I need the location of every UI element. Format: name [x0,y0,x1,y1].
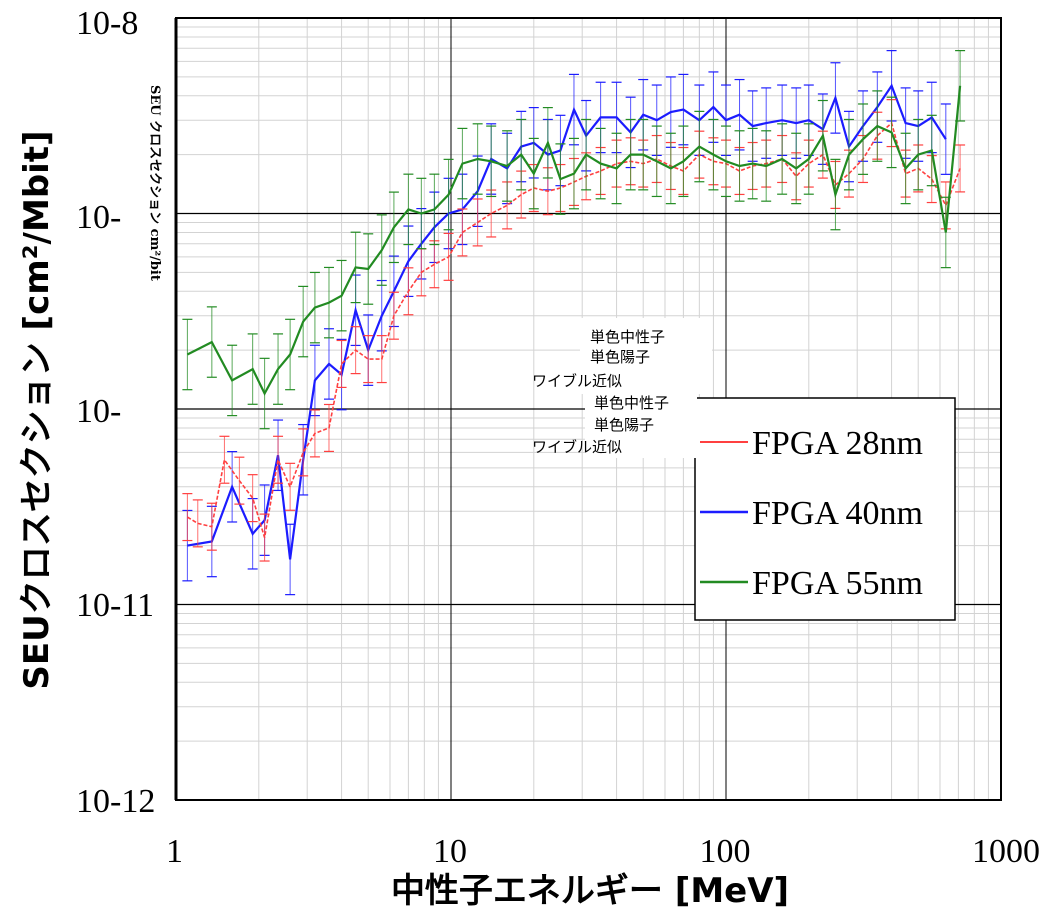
legend-label-40nm: FPGA 40nm [752,495,923,532]
x-tick-label: 100 [700,833,751,870]
y-tick-label: 10-8 [76,5,138,42]
x-tick-label: 1000 [972,833,1040,870]
legend-label-28nm: FPGA 28nm [752,425,923,462]
y-tick-label: 10- [76,199,121,236]
series-fpga-55nm [182,50,966,430]
y-tick-label: 10-12 [76,783,155,820]
overlay-label: 単色中性子 [590,328,665,346]
x-tick-label: 10 [433,833,467,870]
overlay-vertical: SEU クロスセクション cm²/bit [142,85,174,440]
overlay-upper: 単色中性子 単色陽子 ワイブル近似 [532,318,712,394]
overlay-label: 単色中性子 [594,394,669,412]
y-tick-label: 10-11 [76,587,154,624]
x-tick-label: 1 [166,833,183,870]
overlay-upper-box [580,318,712,394]
x-axis-title: 中性子エネルギー [MeV] [391,871,789,910]
legend-label-55nm: FPGA 55nm [752,565,923,602]
series-line [186,85,962,396]
x-tick-labels: 1 10 100 1000 [166,833,1040,870]
series-layer [182,50,966,596]
overlay-label: 単色陽子 [594,416,654,434]
overlay-label: 単色陽子 [590,348,650,366]
overlay-label: ワイブル近似 [532,438,622,456]
y-axis-title: SEUクロスセクション [cm²/Mbit] [17,130,57,689]
overlay-label: ワイブル近似 [532,372,622,390]
y-tick-labels: 10-12 10-11 10- 10- 10-8 [76,5,155,820]
overlay-vertical-label: SEU クロスセクション cm²/bit [147,85,162,281]
legend: FPGA 28nm FPGA 40nm FPGA 55nm [694,397,956,621]
overlay-lower-box [585,394,697,458]
overlay-vertical-box [142,85,174,440]
overlay-lower: 単色中性子 単色陽子 ワイブル近似 [532,394,697,458]
y-tick-label: 10- [76,393,121,430]
